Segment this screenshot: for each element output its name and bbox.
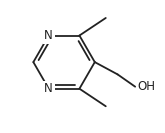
Text: N: N [44,29,53,42]
Text: N: N [44,82,53,95]
Text: OH: OH [138,80,156,93]
